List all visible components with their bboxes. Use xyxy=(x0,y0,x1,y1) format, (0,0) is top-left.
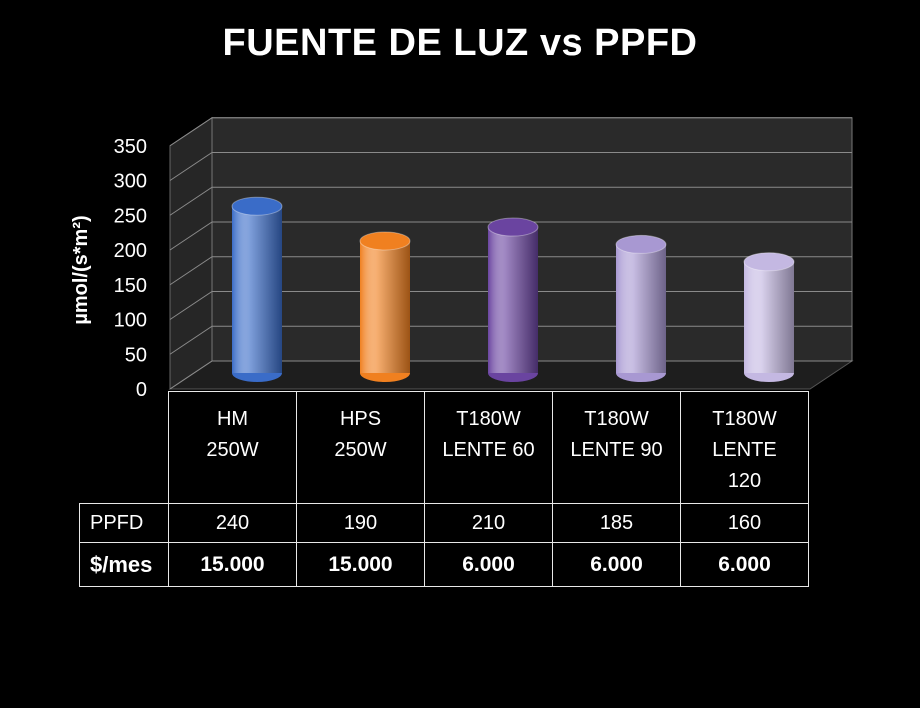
chart-side-wall xyxy=(169,116,213,390)
y-tick-label-3: 150 xyxy=(114,275,147,297)
bar-2-shade xyxy=(488,227,538,373)
y-tick-label-4: 200 xyxy=(114,240,147,262)
bar-1-top xyxy=(359,231,411,251)
y-tick-label-5: 250 xyxy=(114,205,147,227)
category-label-1: HPS 250W xyxy=(296,391,425,504)
gridline-5 xyxy=(169,186,852,216)
ppfd-value-3: 185 xyxy=(552,503,681,543)
category-label-3: T180W LENTE 90 xyxy=(552,391,681,504)
cost-value-2: 6.000 xyxy=(424,542,553,587)
bar-0-top xyxy=(231,196,283,216)
bar-2-top xyxy=(487,217,539,237)
ppfd-value-1: 190 xyxy=(296,503,425,543)
category-label-2: T180W LENTE 60 xyxy=(424,391,553,504)
y-tick-label-2: 100 xyxy=(114,310,147,332)
cost-value-1: 15.000 xyxy=(296,542,425,587)
category-label-4: T180W LENTE 120 xyxy=(680,391,809,504)
bar-3 xyxy=(615,234,667,382)
chart-title: FUENTE DE LUZ vs PPFD xyxy=(222,22,698,64)
bar-3-top xyxy=(615,234,667,254)
bar-1-shade xyxy=(360,240,410,373)
ppfd-value-4: 160 xyxy=(680,503,809,543)
bar-0-shade xyxy=(232,206,282,373)
row-label-ppfd: PPFD xyxy=(79,503,169,543)
cost-value-4: 6.000 xyxy=(680,542,809,587)
bar-4-shade xyxy=(744,261,794,373)
table-corner xyxy=(79,391,169,504)
row-label-cost: $/mes xyxy=(79,542,169,587)
data-table: HM 250W HPS 250W T180W LENTE 60 T180W LENTE … xyxy=(79,391,809,587)
y-tick-label-0: 0 xyxy=(136,379,147,401)
bar-1 xyxy=(359,231,411,382)
bar-3-shade xyxy=(616,244,666,373)
table-row-cost: $/mes 15.000 15.000 6.000 6.000 6.000 xyxy=(79,542,809,587)
cost-value-3: 6.000 xyxy=(552,542,681,587)
category-label-0: HM 250W xyxy=(168,391,297,504)
gridline-7 xyxy=(169,117,852,147)
bar-0 xyxy=(231,196,283,382)
table-row-ppfd: PPFD 240 190 210 185 160 xyxy=(79,503,809,543)
bar-4-top xyxy=(743,252,795,272)
y-tick-label-1: 50 xyxy=(125,344,147,366)
y-axis-label: µmol/(s*m²) xyxy=(70,215,92,324)
gridline-4 xyxy=(169,221,852,251)
gridline-6 xyxy=(169,152,852,181)
ppfd-value-2: 210 xyxy=(424,503,553,543)
ppfd-value-0: 240 xyxy=(168,503,297,543)
bar-2 xyxy=(487,217,539,382)
cost-value-0: 15.000 xyxy=(168,542,297,587)
table-category-row: HM 250W HPS 250W T180W LENTE 60 T180W LENTE … xyxy=(79,391,809,504)
y-tick-label-7: 350 xyxy=(114,136,147,158)
bar-4 xyxy=(743,252,795,382)
y-tick-label-6: 300 xyxy=(114,171,147,193)
